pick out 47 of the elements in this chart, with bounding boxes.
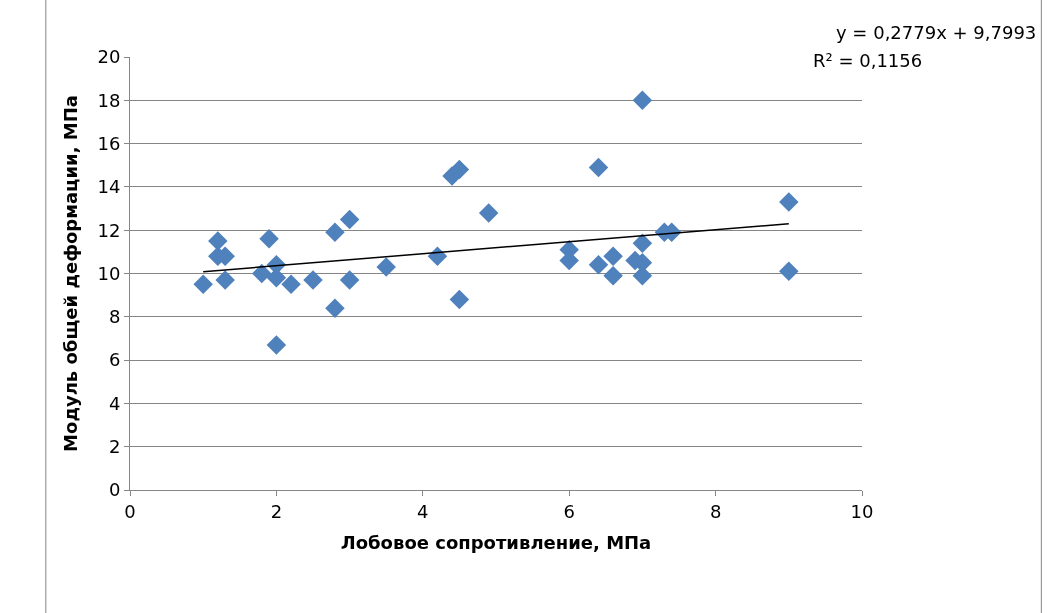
point <box>779 261 799 282</box>
point <box>325 222 345 243</box>
y-tick-label: 20 <box>97 46 121 68</box>
point <box>325 298 345 318</box>
y-tick-label: 18 <box>97 89 121 111</box>
point <box>259 229 279 249</box>
point <box>449 159 470 180</box>
point <box>215 270 235 290</box>
y-tick-label: 16 <box>97 132 121 154</box>
y-tick-label: 6 <box>108 349 121 371</box>
text: y = 0,2779x + 9,7993 <box>836 22 1037 43</box>
point <box>303 270 323 290</box>
point <box>449 289 470 310</box>
x-tick-label: 8 <box>709 500 722 522</box>
point <box>632 233 653 253</box>
point <box>266 335 287 355</box>
y-tick-label: 12 <box>97 219 121 241</box>
point <box>603 265 623 286</box>
y-tick-label: 10 <box>97 262 121 284</box>
point <box>252 263 272 284</box>
x-tick-label: 6 <box>563 500 575 522</box>
point <box>603 246 623 266</box>
x-tick-label: 10 <box>850 500 874 522</box>
y-tick-label: 8 <box>108 306 121 328</box>
point <box>632 90 653 111</box>
point <box>588 157 609 178</box>
x-tick-label: 4 <box>417 500 429 522</box>
y-axis-title: Модуль общей деформации, МПа <box>59 95 81 452</box>
point <box>281 274 301 295</box>
y-tick-label: 4 <box>108 392 121 414</box>
point <box>588 255 609 275</box>
point <box>339 209 360 230</box>
x-tick-label: 0 <box>124 500 136 522</box>
point <box>193 274 213 295</box>
x-tick-label: 2 <box>270 500 283 522</box>
point <box>779 192 799 212</box>
x-axis-title: Лобовое сопротивление, МПа <box>340 531 652 553</box>
annotation: R² = 0,1156 <box>813 50 923 71</box>
point <box>427 246 448 266</box>
y-tick-label: 14 <box>97 176 121 198</box>
y-tick-label: 0 <box>108 479 121 501</box>
point <box>266 268 287 288</box>
y-tick-label: 2 <box>108 436 121 457</box>
point <box>376 257 396 277</box>
point <box>478 203 499 223</box>
point <box>208 231 228 251</box>
point <box>339 270 360 290</box>
